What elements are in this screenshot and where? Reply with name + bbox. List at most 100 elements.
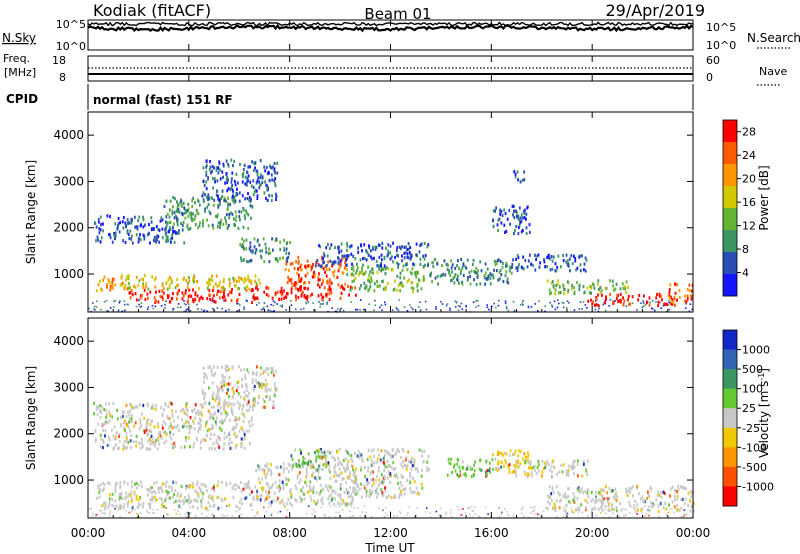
scatter-cell [145, 428, 148, 432]
scatter-cell [221, 189, 224, 193]
scatter-cell [92, 302, 94, 304]
scatter-cell [162, 297, 164, 302]
scatter-cell [406, 464, 409, 468]
scatter-cell [165, 220, 167, 224]
scatter-cell [252, 295, 255, 299]
scatter-cell [345, 466, 348, 471]
scatter-cell [223, 196, 226, 200]
scatter-cell [268, 247, 270, 251]
scatter-cell [326, 303, 328, 306]
scatter-cell [319, 455, 322, 459]
scatter-cell [337, 456, 339, 460]
scatter-cell [350, 501, 353, 506]
scatter-cell [349, 245, 351, 249]
scatter-cell [150, 434, 153, 438]
scatter-cell [177, 415, 179, 419]
scatter-cell [325, 484, 327, 488]
scatter-cell [267, 388, 270, 392]
scatter-cell [583, 268, 585, 272]
scatter-cell [321, 255, 323, 259]
scatter-cell [548, 485, 551, 489]
scatter-cell [401, 245, 403, 249]
scatter-cell [582, 285, 585, 289]
scatter-cell [629, 490, 631, 494]
scatter-cell [334, 260, 337, 264]
scatter-cell [595, 303, 598, 307]
scatter-cell [423, 449, 426, 453]
scatter-cell [240, 489, 243, 494]
scatter-cell [92, 512, 94, 515]
scatter-cell [678, 288, 681, 293]
freq-unit-label: [MHz] [4, 66, 36, 79]
scatter-cell [584, 304, 587, 306]
scatter-cell [177, 306, 179, 309]
scatter-cell [243, 415, 246, 419]
scatter-cell [504, 300, 507, 303]
scatter-cell [491, 305, 493, 308]
scatter-cell [315, 490, 318, 495]
scatter-cell [265, 510, 268, 513]
scatter-cell [185, 289, 187, 293]
scatter-cell [184, 496, 186, 500]
scatter-cell [469, 513, 471, 516]
scatter-cell [378, 478, 381, 482]
scatter-cell [261, 175, 264, 179]
scatter-cell [300, 308, 302, 311]
scatter-cell [144, 297, 147, 302]
scatter-cell [399, 512, 402, 514]
scatter-cell [124, 495, 127, 499]
scatter-cell [204, 438, 207, 442]
scatter-cell [254, 378, 257, 382]
scatter-cell [461, 266, 464, 270]
scatter-cell [251, 408, 254, 412]
scatter-cell [476, 275, 479, 279]
scatter-cell [655, 498, 658, 502]
scatter-cell [577, 486, 580, 490]
scatter-cell [218, 296, 221, 300]
scatter-cell [377, 492, 379, 496]
scatter-cell [498, 217, 501, 221]
scatter-cell [300, 268, 303, 272]
scatter-cell [381, 246, 384, 250]
scatter-cell [218, 283, 220, 287]
scatter-cell [154, 285, 157, 289]
scatter-cell [156, 509, 159, 511]
scatter-cell [559, 291, 562, 295]
scatter-cell [527, 516, 530, 519]
scatter-cell [161, 506, 163, 509]
scatter-cell [221, 296, 224, 300]
scatter-cell [229, 382, 232, 386]
scatter-cell [300, 499, 302, 504]
scatter-cell [588, 291, 591, 295]
scatter-cell [497, 278, 500, 282]
scatter-cell [195, 411, 198, 415]
scatter-cell [223, 401, 225, 405]
scatter-cell [165, 281, 167, 286]
scatter-cell [132, 406, 134, 410]
scatter-cell [230, 298, 233, 302]
scatter-cell [189, 512, 192, 514]
scatter-cell [185, 436, 187, 440]
scatter-cell [234, 445, 237, 450]
scatter-cell [340, 307, 342, 310]
scatter-cell [136, 516, 139, 518]
scatter-cell [223, 383, 226, 388]
scatter-cell [266, 493, 269, 497]
scatter-cell [312, 471, 315, 475]
scatter-cell [518, 206, 521, 210]
scatter-cell [487, 513, 489, 515]
scatter-cell [247, 192, 249, 196]
scatter-cell [239, 304, 241, 306]
scatter-cell [149, 442, 152, 446]
scatter-cell [428, 468, 430, 472]
scatter-cell [124, 309, 126, 311]
scatter-cell [249, 204, 252, 208]
scatter-cell [231, 410, 234, 415]
scatter-cell [285, 262, 288, 266]
scatter-cell [413, 263, 416, 267]
scatter-cell [366, 457, 369, 462]
scatter-cell [275, 465, 278, 469]
scatter-cell [497, 466, 500, 470]
scatter-cell [164, 498, 166, 503]
scatter-cell [384, 271, 387, 275]
